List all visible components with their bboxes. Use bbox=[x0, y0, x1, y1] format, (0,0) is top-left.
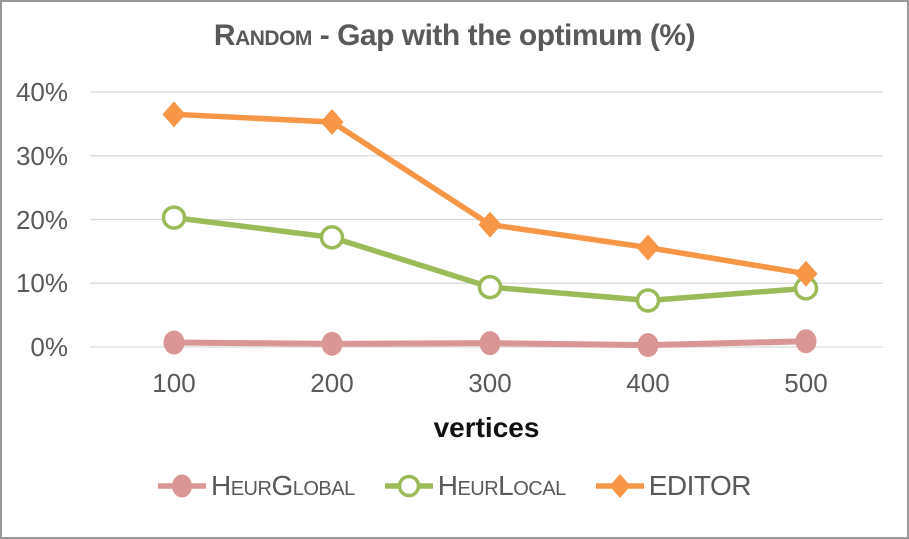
data-point-marker bbox=[162, 101, 186, 128]
open-circle-legend-icon bbox=[384, 474, 433, 498]
x-tick-label: 200 bbox=[310, 368, 354, 398]
legend-item-editor: EDITOR bbox=[595, 470, 752, 502]
chart-title-prefix: Random bbox=[213, 19, 313, 52]
legend-label: HeurGlobal bbox=[211, 470, 355, 501]
legend-item-heurlocal: HeurLocal bbox=[384, 470, 566, 502]
y-tick-label: 40% bbox=[15, 77, 68, 107]
data-point-marker bbox=[320, 108, 344, 135]
series-line-editor bbox=[173, 111, 807, 277]
data-point-marker bbox=[795, 329, 817, 354]
data-point-marker bbox=[636, 234, 660, 261]
data-point-marker bbox=[163, 330, 185, 355]
x-tick-label: 100 bbox=[152, 368, 196, 398]
filled-diamond-legend-icon bbox=[595, 474, 644, 498]
data-point-marker bbox=[161, 205, 187, 230]
data-point-marker bbox=[477, 274, 503, 300]
legend-label: HeurLocal bbox=[437, 470, 566, 501]
legend-item-heurglobal: HeurGlobal bbox=[158, 470, 355, 502]
y-tick-label: 10% bbox=[15, 268, 68, 299]
data-point-marker bbox=[478, 211, 502, 238]
data-point-marker bbox=[319, 225, 345, 250]
data-point-marker bbox=[321, 331, 343, 356]
data-point-marker bbox=[635, 288, 661, 313]
filled-circle-legend-icon bbox=[158, 474, 206, 498]
data-point-marker bbox=[794, 260, 818, 287]
data-point-marker bbox=[637, 333, 659, 358]
chart-title-rest: - Gap with the optimum (%) bbox=[311, 19, 696, 52]
x-tick-label: 300 bbox=[468, 368, 512, 398]
y-tick-label: 20% bbox=[15, 204, 68, 235]
legend: HeurGlobal HeurLocal EDITOR bbox=[2, 470, 907, 502]
y-tick-label: 0% bbox=[30, 332, 68, 362]
x-tick-label: 500 bbox=[784, 368, 828, 398]
y-tick-label: 30% bbox=[15, 140, 68, 171]
x-tick-label: 400 bbox=[626, 368, 670, 398]
chart-title: Random - Gap with the optimum (%) bbox=[2, 19, 907, 53]
data-point-marker bbox=[479, 331, 501, 356]
legend-label: EDITOR bbox=[648, 470, 752, 501]
x-axis-title: vertices bbox=[433, 412, 540, 443]
